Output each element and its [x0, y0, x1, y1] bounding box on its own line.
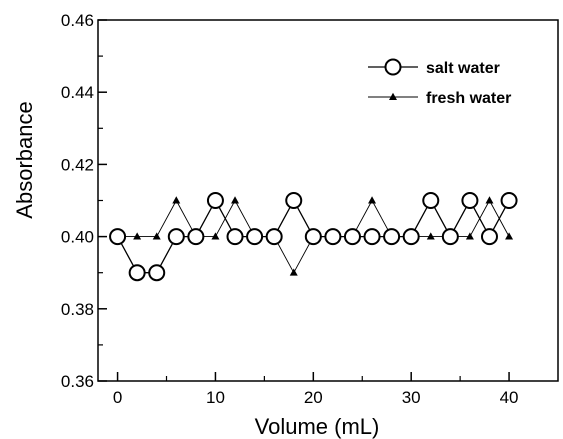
y-tick-label: 0.38 [61, 300, 94, 319]
data-point-fresh-water [465, 232, 474, 240]
data-point-salt-water [324, 228, 342, 246]
x-tick-label: 10 [206, 388, 225, 407]
data-point-fresh-water [368, 196, 377, 204]
y-tick-label: 0.36 [61, 372, 94, 391]
data-point-salt-water [383, 228, 401, 246]
data-point-salt-water [441, 228, 459, 246]
data-point-salt-water [187, 228, 205, 246]
y-axis-title: Absorbance [12, 101, 37, 218]
data-point-salt-water [500, 192, 518, 209]
data-point-salt-water [480, 228, 498, 246]
data-point-fresh-water [289, 268, 298, 276]
data-point-salt-water [265, 228, 283, 246]
data-point-salt-water [363, 228, 381, 246]
data-point-salt-water [304, 228, 322, 246]
legend-marker-salt-water [384, 58, 402, 76]
data-point-fresh-water [152, 232, 161, 240]
legend-label-fresh-water: fresh water [426, 90, 511, 107]
legend: salt water fresh water [368, 58, 511, 107]
data-point-salt-water [402, 228, 420, 246]
data-point-fresh-water [426, 232, 435, 240]
data-point-salt-water [226, 228, 244, 246]
x-axis-title: Volume (mL) [255, 414, 380, 439]
data-point-salt-water [167, 228, 185, 246]
data-point-salt-water [128, 264, 146, 282]
x-tick-label: 30 [402, 388, 421, 407]
data-point-fresh-water [505, 232, 514, 240]
data-point-salt-water [148, 264, 166, 282]
legend-marker-fresh-water [389, 92, 397, 100]
data-point-salt-water [461, 192, 479, 209]
data-point-salt-water [285, 192, 303, 209]
y-tick-label: 0.40 [61, 228, 94, 247]
data-point-salt-water [206, 192, 224, 209]
data-point-fresh-water [485, 196, 494, 204]
x-tick-label: 40 [500, 388, 519, 407]
data-point-salt-water [343, 228, 361, 246]
y-tick-label: 0.44 [61, 83, 94, 102]
x-tick-label: 0 [113, 388, 122, 407]
plot-area: 0.36 0.38 0.40 0.42 0.44 0.46 0 10 20 30 40 [61, 11, 559, 407]
data-point-fresh-water [231, 196, 240, 204]
legend-label-salt-water: salt water [426, 60, 500, 77]
data-point-fresh-water [133, 232, 142, 240]
y-tick-label: 0.46 [61, 11, 94, 30]
data-point-salt-water [246, 228, 264, 246]
y-tick-label: 0.42 [61, 155, 94, 174]
data-point-salt-water [422, 192, 440, 209]
x-tick-label: 20 [304, 388, 323, 407]
data-point-salt-water [109, 228, 127, 246]
data-point-fresh-water [172, 196, 181, 204]
data-point-fresh-water [211, 232, 220, 240]
